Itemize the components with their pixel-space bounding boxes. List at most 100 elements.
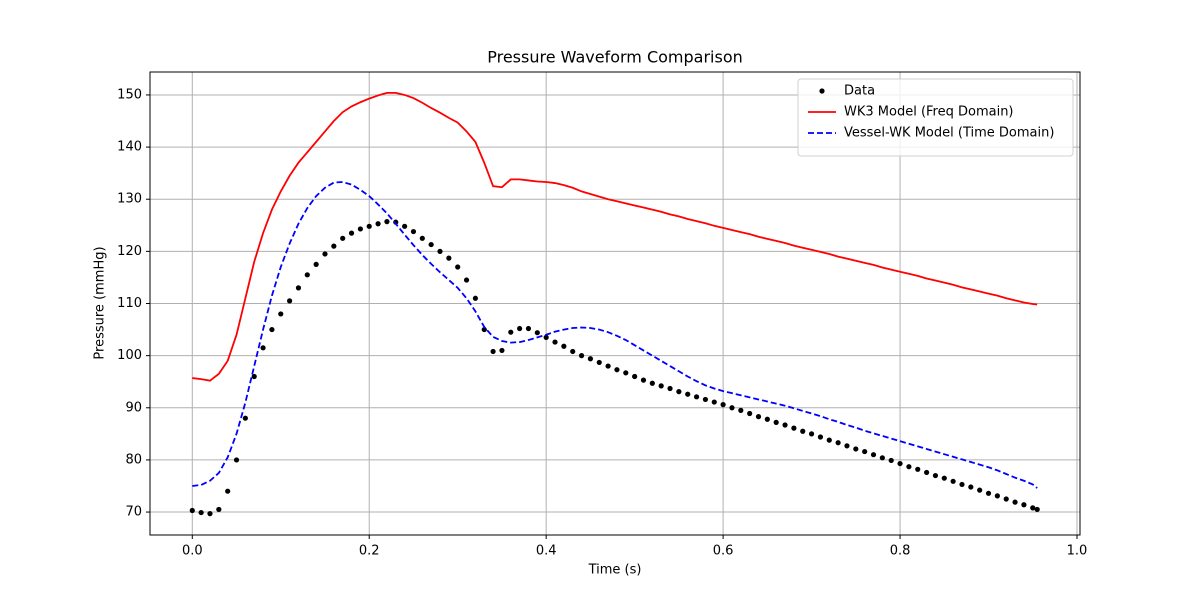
data-point xyxy=(375,221,381,227)
data-point xyxy=(755,414,762,420)
data-point xyxy=(640,377,647,383)
x-tick-label: 1.0 xyxy=(1067,544,1088,559)
data-point xyxy=(817,434,824,440)
data-point xyxy=(490,348,496,355)
x-tick-label: 0.8 xyxy=(890,544,911,559)
data-point xyxy=(870,452,877,458)
data-point xyxy=(525,325,532,332)
data-point xyxy=(800,428,806,434)
data-point xyxy=(313,261,319,267)
data-point xyxy=(331,243,337,249)
data-point xyxy=(508,329,514,335)
data-point xyxy=(676,389,682,395)
data-point xyxy=(888,457,894,464)
data-point xyxy=(711,399,717,405)
chart-title: Pressure Waveform Comparison xyxy=(487,48,743,67)
data-point xyxy=(357,226,363,232)
data-point xyxy=(1021,502,1027,508)
data-point xyxy=(844,443,850,449)
data-point xyxy=(702,396,709,403)
data-point xyxy=(587,356,594,362)
data-point xyxy=(791,425,797,431)
data-point xyxy=(1034,506,1040,513)
data-point xyxy=(649,380,655,386)
data-point xyxy=(260,345,266,351)
data-point xyxy=(1030,505,1036,511)
data-point xyxy=(322,251,328,257)
data-point xyxy=(552,339,558,345)
y-tick-label: 130 xyxy=(117,192,142,207)
data-point xyxy=(251,373,257,380)
series-line xyxy=(192,91,1038,382)
data-point xyxy=(455,264,461,270)
data-point xyxy=(693,394,700,400)
data-point xyxy=(534,330,540,336)
data-point xyxy=(517,325,523,332)
data-point xyxy=(278,311,284,317)
data-point xyxy=(366,223,372,229)
data-point xyxy=(446,255,452,261)
data-point xyxy=(941,475,947,481)
data-point xyxy=(570,348,576,355)
data-point xyxy=(923,469,930,476)
data-point xyxy=(985,490,992,496)
x-tick-label: 0.6 xyxy=(713,544,734,559)
y-tick-label: 90 xyxy=(125,400,142,415)
data-point xyxy=(481,326,487,333)
data-point xyxy=(773,419,779,425)
data-point xyxy=(605,363,611,369)
data-point xyxy=(853,446,859,452)
y-tick-label: 150 xyxy=(117,87,142,102)
x-axis-label: Time (s) xyxy=(588,563,642,578)
data-point xyxy=(1012,499,1018,505)
data-point xyxy=(915,466,921,472)
data-point xyxy=(897,460,903,467)
data-point xyxy=(561,343,567,349)
data-point xyxy=(578,353,585,359)
data-point xyxy=(879,455,885,461)
data-point xyxy=(667,385,673,392)
data-point xyxy=(437,248,443,254)
data-point xyxy=(596,359,602,366)
data-point xyxy=(287,298,293,304)
data-point xyxy=(1003,496,1009,502)
y-axis-label: Pressure (mmHg) xyxy=(93,246,108,359)
x-tick-label: 0.0 xyxy=(182,544,203,559)
data-point xyxy=(932,472,939,479)
data-point xyxy=(402,223,408,229)
plot-frame xyxy=(149,71,1081,536)
data-point xyxy=(348,230,355,236)
data-point xyxy=(808,431,815,437)
data-point xyxy=(410,228,417,235)
legend-label: WK3 Model (Freq Domain) xyxy=(844,105,1014,120)
data-point xyxy=(906,464,912,470)
data-point xyxy=(729,405,735,411)
y-tick-label: 120 xyxy=(117,244,142,259)
data-point xyxy=(747,410,753,417)
data-point xyxy=(738,407,744,413)
data-point xyxy=(295,285,302,291)
data-point xyxy=(950,478,956,484)
y-tick-label: 110 xyxy=(117,296,142,311)
y-tick-label: 100 xyxy=(117,348,142,363)
data-point xyxy=(720,402,726,408)
data-point xyxy=(242,415,248,421)
data-point xyxy=(658,383,664,389)
data-point xyxy=(304,272,310,278)
legend-label: Vessel-WK Model (Time Domain) xyxy=(844,126,1054,141)
legend-box xyxy=(797,78,1074,157)
data-point xyxy=(782,422,788,428)
data-point xyxy=(632,373,638,380)
data-point xyxy=(614,367,620,373)
data-point xyxy=(269,326,275,333)
y-tick-label: 70 xyxy=(125,505,142,520)
data-point xyxy=(835,440,841,446)
y-tick-label: 140 xyxy=(117,140,142,155)
data-point xyxy=(685,391,691,397)
y-tick-label: 80 xyxy=(125,452,142,467)
data-point xyxy=(499,347,505,354)
x-tick-label: 0.4 xyxy=(536,544,557,559)
data-point xyxy=(764,416,770,422)
series-line xyxy=(192,181,1038,489)
